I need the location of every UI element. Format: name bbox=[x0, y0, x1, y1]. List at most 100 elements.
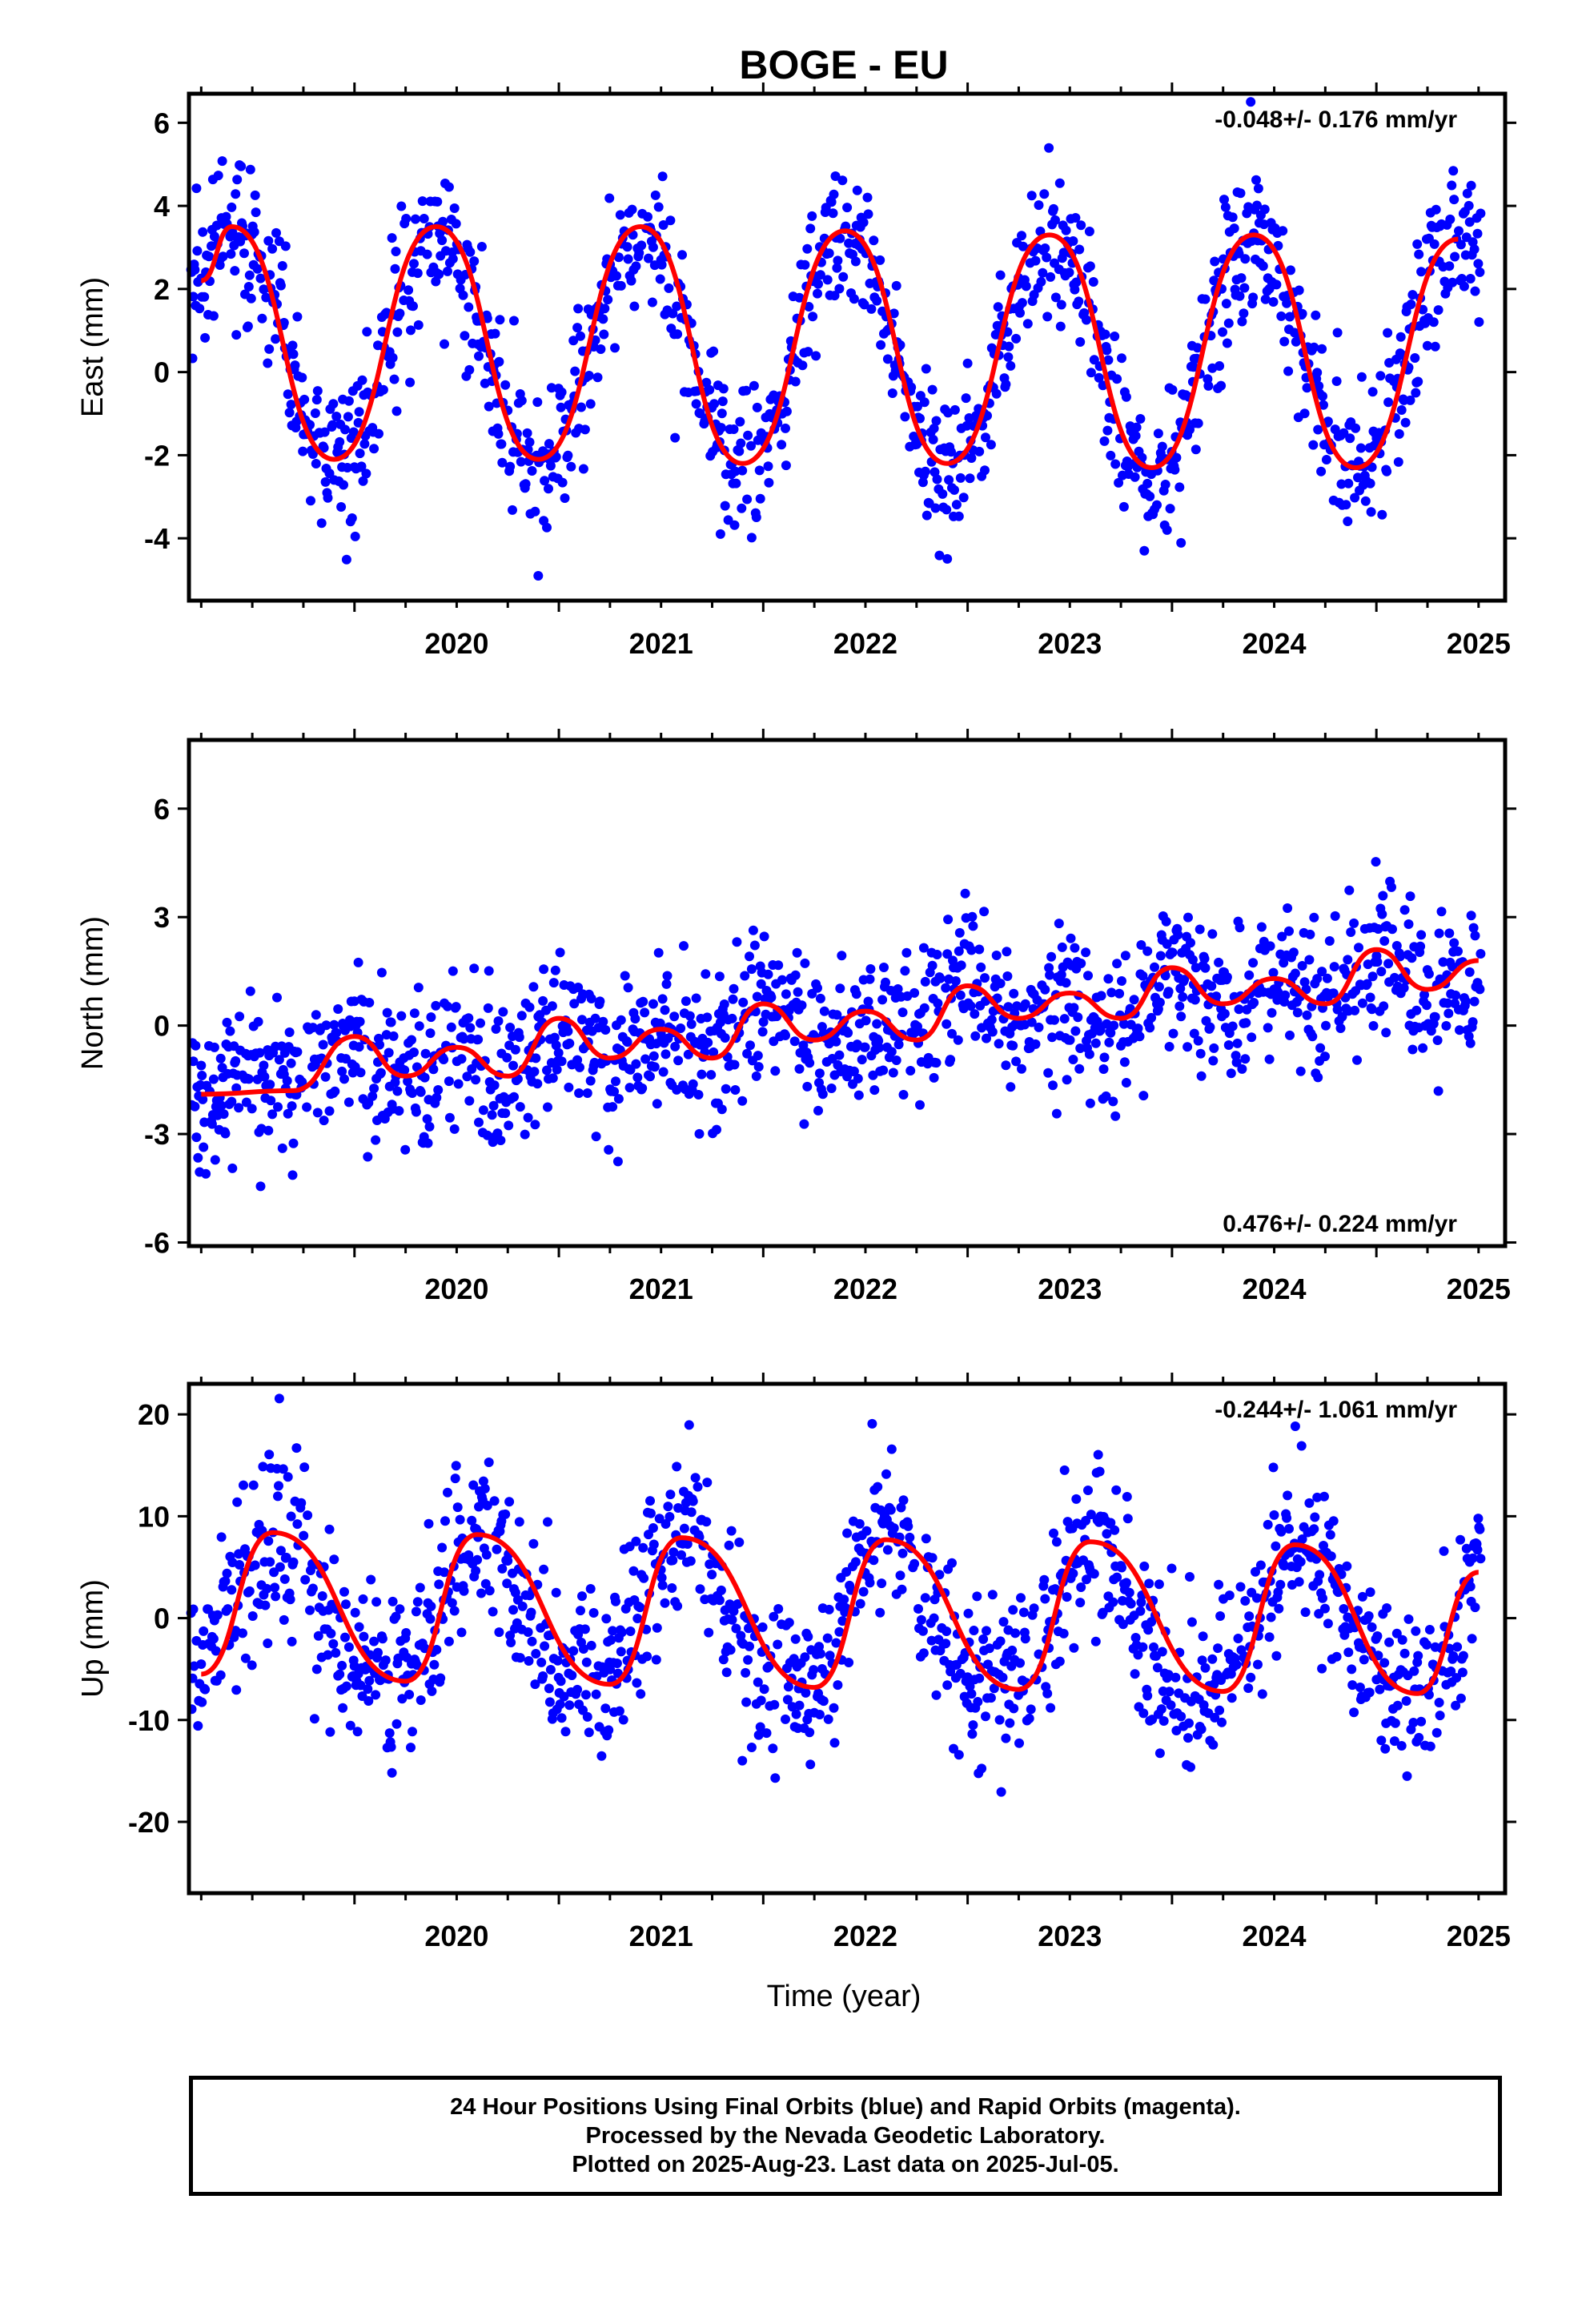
data-point bbox=[709, 1047, 719, 1057]
data-point bbox=[213, 171, 223, 181]
data-point bbox=[1343, 955, 1353, 965]
data-point bbox=[1290, 1421, 1300, 1431]
data-point bbox=[929, 1072, 939, 1083]
data-point bbox=[1214, 957, 1224, 967]
data-point bbox=[1138, 1708, 1149, 1719]
data-point bbox=[865, 964, 876, 974]
data-point bbox=[1001, 1060, 1011, 1071]
data-point bbox=[250, 190, 260, 200]
data-point bbox=[1395, 951, 1405, 962]
data-point bbox=[392, 327, 403, 337]
data-point bbox=[1297, 961, 1307, 971]
data-point bbox=[657, 1580, 668, 1590]
data-point bbox=[1103, 974, 1114, 984]
data-point bbox=[197, 1071, 207, 1080]
x-tick-label: 2020 bbox=[424, 627, 488, 660]
data-point bbox=[888, 1068, 898, 1078]
data-point bbox=[291, 1443, 302, 1454]
data-point bbox=[544, 439, 554, 449]
data-point bbox=[1246, 97, 1256, 107]
data-point bbox=[1096, 991, 1106, 1001]
data-point bbox=[1203, 374, 1213, 384]
data-point bbox=[974, 944, 985, 955]
data-point bbox=[1472, 1545, 1483, 1555]
data-point bbox=[590, 1013, 600, 1023]
data-point bbox=[522, 428, 532, 438]
data-point bbox=[1119, 1057, 1130, 1068]
data-point bbox=[865, 1578, 875, 1588]
data-point bbox=[1396, 405, 1407, 415]
data-point bbox=[199, 1117, 210, 1128]
data-point bbox=[327, 420, 338, 430]
data-point bbox=[1050, 215, 1060, 225]
data-point bbox=[1455, 1025, 1464, 1035]
data-point bbox=[1223, 1040, 1234, 1050]
data-point bbox=[834, 283, 845, 294]
data-point bbox=[482, 1130, 492, 1140]
data-point bbox=[283, 1472, 293, 1482]
data-point bbox=[874, 1043, 885, 1053]
data-point bbox=[1011, 333, 1022, 344]
data-point bbox=[1414, 249, 1424, 259]
data-point bbox=[987, 1027, 998, 1037]
data-point bbox=[478, 1476, 488, 1486]
data-point bbox=[954, 511, 964, 521]
data-point bbox=[197, 1697, 207, 1707]
data-point bbox=[781, 423, 790, 433]
data-point bbox=[979, 907, 990, 917]
data-point bbox=[943, 915, 954, 925]
data-point bbox=[1068, 1568, 1078, 1578]
data-point bbox=[527, 466, 537, 476]
data-point bbox=[1411, 388, 1421, 398]
data-point bbox=[1101, 1091, 1111, 1101]
data-point bbox=[567, 1671, 577, 1680]
data-point bbox=[600, 1025, 611, 1035]
data-point bbox=[407, 1035, 416, 1045]
data-point bbox=[1084, 227, 1094, 236]
data-point bbox=[311, 1010, 321, 1020]
data-point bbox=[404, 285, 414, 296]
data-point bbox=[616, 1627, 627, 1638]
data-point bbox=[572, 1684, 583, 1695]
data-point bbox=[1232, 1038, 1243, 1048]
data-point bbox=[420, 1072, 430, 1083]
data-point bbox=[929, 424, 939, 433]
data-point bbox=[781, 989, 791, 999]
data-point bbox=[965, 1681, 975, 1691]
data-point bbox=[743, 1655, 753, 1665]
data-point bbox=[359, 439, 370, 449]
data-point bbox=[263, 1125, 274, 1136]
data-point bbox=[1183, 1733, 1193, 1743]
data-point bbox=[1429, 239, 1439, 249]
data-point bbox=[1375, 371, 1386, 381]
data-point bbox=[756, 1695, 766, 1706]
data-point bbox=[345, 1720, 355, 1731]
data-point bbox=[790, 1634, 801, 1644]
data-point bbox=[991, 951, 1002, 960]
data-point bbox=[1390, 1718, 1400, 1728]
data-point bbox=[830, 171, 841, 181]
data-point bbox=[1185, 424, 1195, 435]
data-point bbox=[1001, 1733, 1011, 1743]
data-point bbox=[1224, 1590, 1235, 1601]
data-point bbox=[1030, 255, 1041, 266]
data-point bbox=[354, 1622, 364, 1632]
data-point bbox=[274, 1481, 283, 1491]
data-point bbox=[585, 1584, 596, 1594]
data-point bbox=[1399, 1648, 1410, 1659]
data-point bbox=[1153, 428, 1163, 439]
data-point bbox=[1268, 967, 1279, 978]
data-point bbox=[1089, 1569, 1099, 1579]
data-point bbox=[998, 1617, 1009, 1627]
data-point bbox=[1190, 995, 1200, 1005]
data-point bbox=[757, 1622, 768, 1632]
data-point bbox=[469, 963, 480, 974]
data-point bbox=[1205, 1022, 1215, 1032]
footer-line-3: Plotted on 2025-Aug-23. Last data on 202… bbox=[572, 2152, 1119, 2177]
data-point bbox=[273, 1491, 283, 1502]
data-point bbox=[981, 432, 990, 443]
data-point bbox=[434, 269, 444, 279]
data-point bbox=[573, 304, 584, 314]
data-point bbox=[1315, 1043, 1326, 1053]
data-point bbox=[875, 1607, 885, 1618]
